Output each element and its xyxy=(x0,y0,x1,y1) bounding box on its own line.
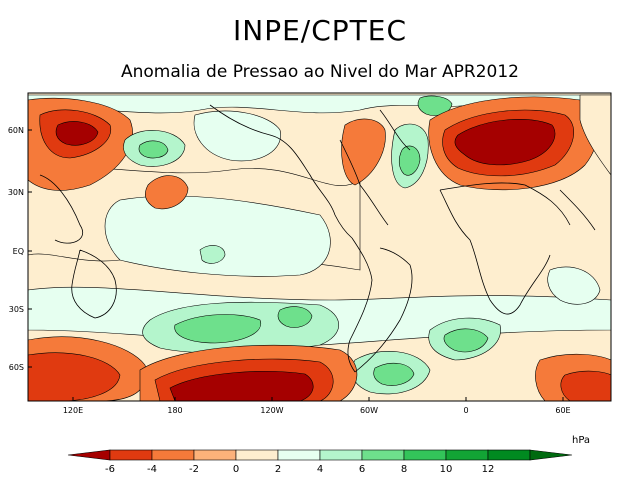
colorbar-segment xyxy=(235,449,279,461)
colorbar-label: 0 xyxy=(233,464,239,475)
map-frame xyxy=(27,92,612,402)
colorbar-segment xyxy=(319,449,363,461)
colorbar-segment xyxy=(109,449,153,461)
lat-label-60n: 60N xyxy=(8,126,24,135)
map-subtitle: Anomalia de Pressao ao Nivel do Mar APR2… xyxy=(120,62,519,82)
colorbar-segment xyxy=(193,449,237,461)
colorbar-label: -4 xyxy=(147,464,157,475)
atlantic-high-core xyxy=(398,145,421,176)
lon-label-180: 180 xyxy=(167,406,182,415)
lat-label-eq: EQ xyxy=(13,247,24,256)
colorbar-label: 2 xyxy=(275,464,281,475)
lon-label-0: 0 xyxy=(463,406,468,415)
colorbar: hPa -6 -4 -2 0 2 4 6 8 10 12 xyxy=(67,435,590,475)
south-america-east-coast xyxy=(354,247,413,373)
north-pacific-high-core xyxy=(138,140,169,159)
greenland-coast xyxy=(379,109,411,151)
coastlines xyxy=(39,104,596,373)
africa-coast xyxy=(439,189,551,315)
colorbar-segment xyxy=(403,449,447,461)
lon-label-60w: 60W xyxy=(360,406,378,415)
north-america-high xyxy=(193,110,281,162)
australia-coast xyxy=(71,249,117,319)
longitude-axis: 120E 180 120W 60W 0 60E xyxy=(63,397,571,415)
drake-passage-high-core xyxy=(373,362,415,386)
arabian-coast xyxy=(559,189,596,231)
lon-label-60e: 60E xyxy=(555,406,570,415)
lon-label-120e: 120E xyxy=(63,406,83,415)
southern-indian-low-core xyxy=(560,370,611,401)
colorbar-unit: hPa xyxy=(572,435,590,446)
pacific-light-positive xyxy=(104,195,331,277)
colorbar-labels: -6 -4 -2 0 2 4 6 8 10 12 xyxy=(105,464,494,475)
colorbar-segment xyxy=(487,449,531,461)
colorbar-label: 4 xyxy=(317,464,323,475)
lat-label-30n: 30N xyxy=(8,188,24,197)
south-pacific-high-core xyxy=(174,314,262,344)
main-title: INPE/CPTEC xyxy=(233,14,407,47)
colorbar-segment-max xyxy=(529,449,573,461)
colorbar-label: 8 xyxy=(401,464,407,475)
latitude-axis: 60N 30N EQ 30S 60S xyxy=(8,126,32,372)
south-pacific-high-east xyxy=(277,306,313,328)
colorbar-label: 10 xyxy=(440,464,453,475)
south-atlantic-high-core xyxy=(443,328,489,353)
north-atlantic-low xyxy=(341,118,386,186)
north-pacific-low-center xyxy=(55,121,99,146)
colorbar-segment xyxy=(277,449,321,461)
colorbar-segment xyxy=(445,449,489,461)
lat-label-60s: 60S xyxy=(9,363,24,372)
colorbar-label: -6 xyxy=(105,464,115,475)
colorbar-segment xyxy=(361,449,405,461)
colorbar-segments xyxy=(67,449,573,461)
lon-label-120w: 120W xyxy=(260,406,283,415)
equatorial-high xyxy=(199,245,226,264)
central-pacific-low xyxy=(145,175,189,210)
north-america-west-coast xyxy=(209,104,353,239)
colorbar-segment-min xyxy=(67,449,111,461)
north-america-east-coast xyxy=(339,139,389,226)
colorbar-label: 12 xyxy=(482,464,495,475)
colorbar-segment xyxy=(151,449,195,461)
anomaly-fields xyxy=(28,94,611,401)
south-america-west-coast xyxy=(347,237,373,373)
mediterranean-coast xyxy=(439,182,571,226)
amundsen-sea-low-center xyxy=(169,371,314,401)
colorbar-label: -2 xyxy=(189,464,199,475)
europe-low-center xyxy=(454,118,556,166)
indian-ocean-high xyxy=(547,266,601,305)
colorbar-label: 6 xyxy=(359,464,365,475)
lat-label-30s: 30S xyxy=(9,305,24,314)
east-asia-coast xyxy=(39,174,83,244)
